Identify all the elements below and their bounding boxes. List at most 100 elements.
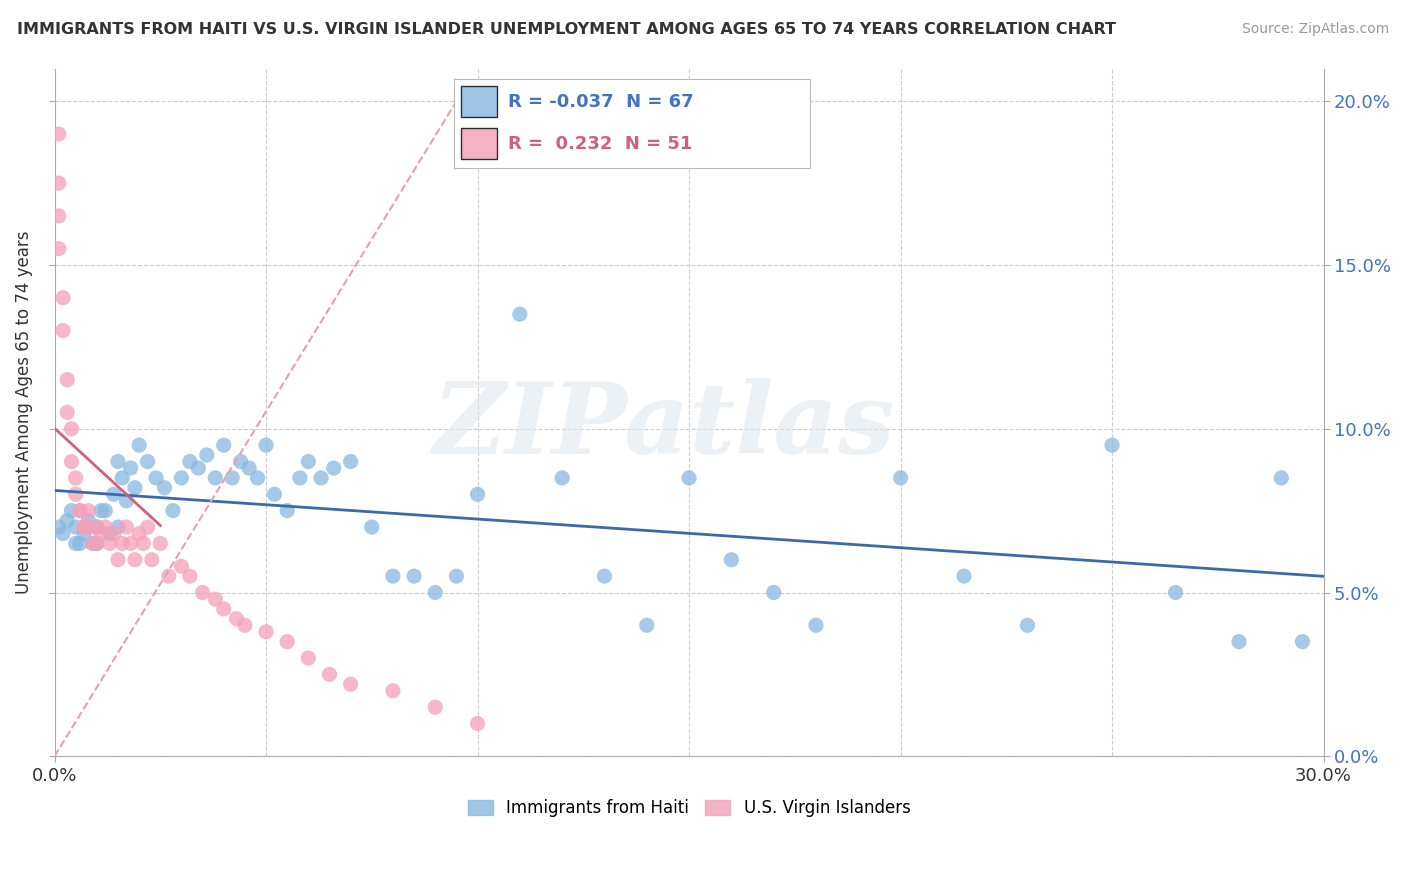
Point: [276, 634, 298, 648]
Point: [204, 592, 226, 607]
Point: [90, 526, 112, 541]
Point: [82, 536, 104, 550]
Point: [60, 454, 83, 468]
Point: [73, 520, 96, 534]
Point: [124, 481, 146, 495]
Point: [128, 438, 150, 452]
Point: [254, 624, 277, 639]
Point: [48, 242, 70, 256]
Point: [446, 569, 468, 583]
Point: [56, 513, 79, 527]
Point: [48, 520, 70, 534]
Point: [381, 683, 404, 698]
Point: [90, 503, 112, 517]
Point: [115, 493, 138, 508]
Point: [890, 471, 912, 485]
Point: [360, 520, 382, 534]
Point: [318, 667, 340, 681]
Point: [381, 569, 404, 583]
Text: ZIPatlas: ZIPatlas: [433, 378, 894, 475]
Point: [94, 503, 117, 517]
Point: [136, 520, 159, 534]
Point: [593, 569, 616, 583]
Point: [297, 651, 319, 665]
Point: [425, 585, 447, 599]
Point: [86, 520, 108, 534]
Point: [124, 553, 146, 567]
Point: [103, 526, 125, 541]
Point: [157, 569, 180, 583]
Point: [170, 471, 193, 485]
Point: [73, 520, 96, 534]
Point: [107, 454, 129, 468]
Point: [762, 585, 785, 599]
Point: [120, 536, 142, 550]
Point: [77, 513, 100, 527]
Point: [339, 677, 361, 691]
Point: [60, 422, 83, 436]
Point: [212, 602, 235, 616]
Legend: Immigrants from Haiti, U.S. Virgin Islanders: Immigrants from Haiti, U.S. Virgin Islan…: [461, 792, 917, 823]
Point: [52, 291, 75, 305]
Point: [225, 612, 247, 626]
Point: [276, 503, 298, 517]
Text: IMMIGRANTS FROM HAITI VS U.S. VIRGIN ISLANDER UNEMPLOYMENT AMONG AGES 65 TO 74 Y: IMMIGRANTS FROM HAITI VS U.S. VIRGIN ISL…: [17, 22, 1116, 37]
Point: [1270, 471, 1292, 485]
Point: [111, 536, 134, 550]
Point: [141, 553, 163, 567]
Point: [195, 448, 218, 462]
Point: [52, 526, 75, 541]
Point: [69, 536, 91, 550]
Point: [77, 520, 100, 534]
Point: [467, 487, 489, 501]
Point: [254, 438, 277, 452]
Point: [145, 471, 167, 485]
Point: [467, 716, 489, 731]
Point: [128, 526, 150, 541]
Point: [86, 536, 108, 550]
Point: [132, 536, 155, 550]
Point: [1227, 634, 1250, 648]
Point: [162, 503, 184, 517]
Point: [191, 585, 214, 599]
Y-axis label: Unemployment Among Ages 65 to 74 years: Unemployment Among Ages 65 to 74 years: [15, 231, 32, 594]
Point: [103, 487, 125, 501]
Point: [65, 536, 87, 550]
Point: [551, 471, 574, 485]
Point: [804, 618, 827, 632]
Point: [65, 471, 87, 485]
Point: [48, 176, 70, 190]
Point: [48, 127, 70, 141]
Point: [309, 471, 332, 485]
Point: [246, 471, 269, 485]
Point: [60, 503, 83, 517]
Point: [233, 618, 256, 632]
Point: [404, 569, 426, 583]
Point: [636, 618, 658, 632]
Point: [187, 461, 209, 475]
Point: [509, 307, 531, 321]
Point: [425, 700, 447, 714]
Point: [212, 438, 235, 452]
Point: [65, 487, 87, 501]
Point: [263, 487, 285, 501]
Point: [65, 520, 87, 534]
Point: [120, 461, 142, 475]
Point: [153, 481, 176, 495]
Point: [322, 461, 344, 475]
Point: [69, 503, 91, 517]
Point: [98, 526, 121, 541]
Point: [238, 461, 260, 475]
Point: [149, 536, 172, 550]
Point: [179, 569, 201, 583]
Point: [86, 536, 108, 550]
Point: [221, 471, 243, 485]
Point: [107, 553, 129, 567]
Text: Source: ZipAtlas.com: Source: ZipAtlas.com: [1241, 22, 1389, 37]
Point: [107, 520, 129, 534]
Point: [56, 373, 79, 387]
Point: [98, 536, 121, 550]
Point: [229, 454, 252, 468]
Point: [48, 209, 70, 223]
Point: [1164, 585, 1187, 599]
